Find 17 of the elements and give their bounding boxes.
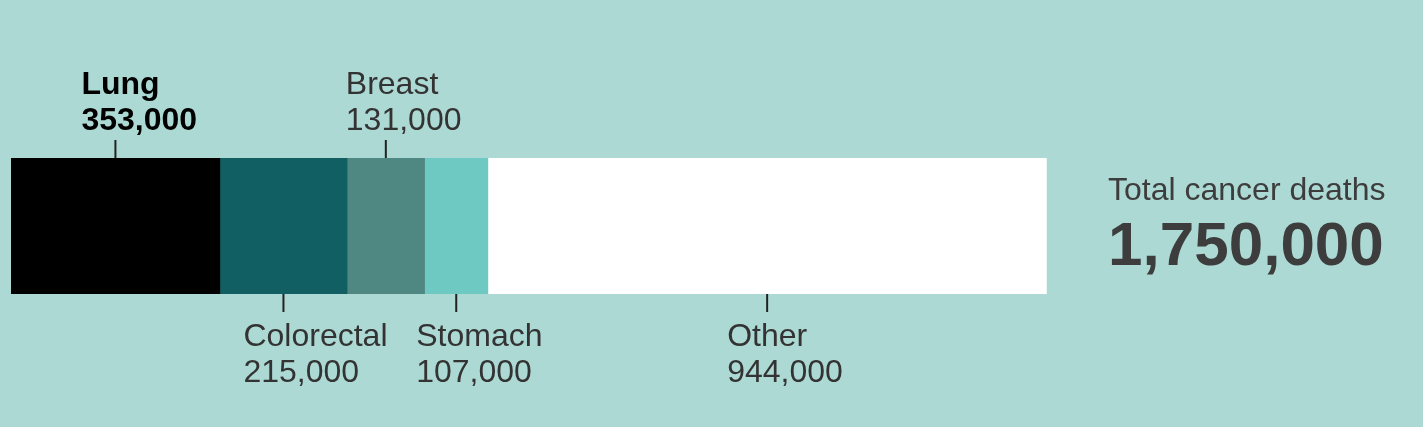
data-label: 353,000: [81, 101, 198, 137]
bar: [11, 158, 221, 294]
bar: [219, 158, 348, 294]
data-label: 215,000: [243, 353, 360, 389]
series-label: Breast: [345, 65, 439, 101]
data-label: 944,000: [727, 353, 843, 389]
bar: [424, 158, 489, 294]
total-label: 1,750,000: [1108, 209, 1384, 278]
data-label: 107,000: [416, 353, 532, 389]
series-label: Other: [727, 317, 808, 353]
bar: [487, 158, 1047, 294]
series-label: Colorectal: [243, 317, 388, 353]
bar: [346, 158, 425, 294]
data-label: 131,000: [345, 101, 462, 137]
series-label: Stomach: [416, 317, 543, 353]
text: Total cancer deaths: [1108, 171, 1386, 207]
series-label: Lung: [81, 65, 160, 101]
